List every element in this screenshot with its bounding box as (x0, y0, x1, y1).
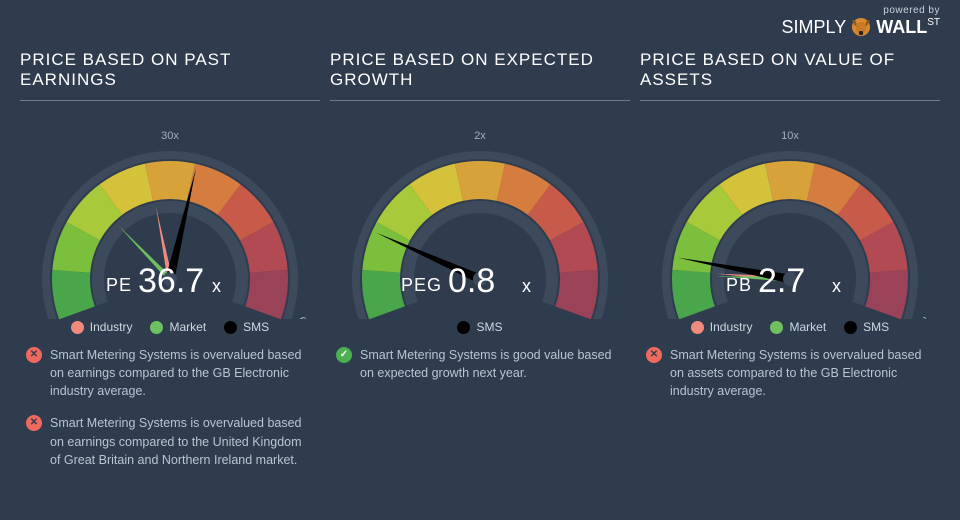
panel: PRICE BASED ON PAST EARNINGS 0x 30x 60x PE… (20, 50, 320, 483)
svg-text:0.8: 0.8 (448, 262, 495, 300)
notes: ✕ Smart Metering Systems is overvalued b… (20, 346, 320, 469)
gauge: 0x 30x 60x PE 36.7 x (20, 109, 320, 324)
check-icon: ✓ (336, 347, 352, 363)
svg-text:0x: 0x (648, 317, 664, 319)
panel: PRICE BASED ON EXPECTED GROWTH 0x 2x 4x PE… (330, 50, 630, 483)
note-text: Smart Metering Systems is overvalued bas… (670, 346, 934, 400)
svg-text:x: x (522, 276, 531, 296)
svg-text:2.7: 2.7 (758, 262, 805, 300)
svg-text:x: x (832, 276, 841, 296)
brand-part-a: SIMPLY (782, 18, 847, 36)
panel-title: PRICE BASED ON PAST EARNINGS (20, 50, 320, 96)
note-text: Smart Metering Systems is good value bas… (360, 346, 624, 382)
svg-text:x: x (212, 276, 221, 296)
notes: ✓ Smart Metering Systems is good value b… (330, 346, 630, 382)
powered-by-label: powered by (782, 6, 940, 16)
note: ✓ Smart Metering Systems is good value b… (336, 346, 624, 382)
cross-icon: ✕ (26, 415, 42, 431)
note: ✕ Smart Metering Systems is overvalued b… (26, 414, 314, 468)
panel: PRICE BASED ON VALUE OF ASSETS 0x 10x 20x … (640, 50, 940, 483)
note: ✕ Smart Metering Systems is overvalued b… (26, 346, 314, 400)
svg-text:2x: 2x (474, 130, 486, 142)
panel-title: PRICE BASED ON VALUE OF ASSETS (640, 50, 940, 96)
svg-text:10x: 10x (781, 130, 799, 142)
svg-text:60x: 60x (295, 315, 314, 319)
panel-rule (20, 100, 320, 101)
cross-icon: ✕ (26, 347, 42, 363)
panel-rule (640, 100, 940, 101)
brand-part-c: ST (927, 17, 940, 28)
bull-icon (850, 16, 872, 38)
cross-icon: ✕ (646, 347, 662, 363)
svg-text:0x: 0x (28, 317, 44, 319)
svg-text:PE: PE (106, 275, 132, 295)
panel-title: PRICE BASED ON EXPECTED GROWTH (330, 50, 630, 96)
gauge: 0x 10x 20x PB 2.7 x (640, 109, 940, 324)
svg-text:PEG: PEG (401, 275, 442, 295)
svg-text:36.7: 36.7 (138, 262, 204, 300)
brand-logo: SIMPLY WALLST (782, 16, 940, 38)
attribution: powered by SIMPLY WALLST (782, 6, 940, 38)
svg-text:4x: 4x (606, 318, 622, 319)
note-text: Smart Metering Systems is overvalued bas… (50, 414, 314, 468)
gauge: 0x 2x 4x PEG 0.8 x (330, 109, 630, 324)
brand-part-b: WALL (876, 17, 927, 37)
svg-text:PB: PB (726, 275, 752, 295)
svg-text:30x: 30x (161, 130, 179, 142)
svg-text:0x: 0x (338, 317, 354, 319)
notes: ✕ Smart Metering Systems is overvalued b… (640, 346, 940, 400)
panels-row: PRICE BASED ON PAST EARNINGS 0x 30x 60x PE… (0, 0, 960, 483)
panel-rule (330, 100, 630, 101)
note-text: Smart Metering Systems is overvalued bas… (50, 346, 314, 400)
note: ✕ Smart Metering Systems is overvalued b… (646, 346, 934, 400)
svg-text:20x: 20x (915, 315, 934, 319)
